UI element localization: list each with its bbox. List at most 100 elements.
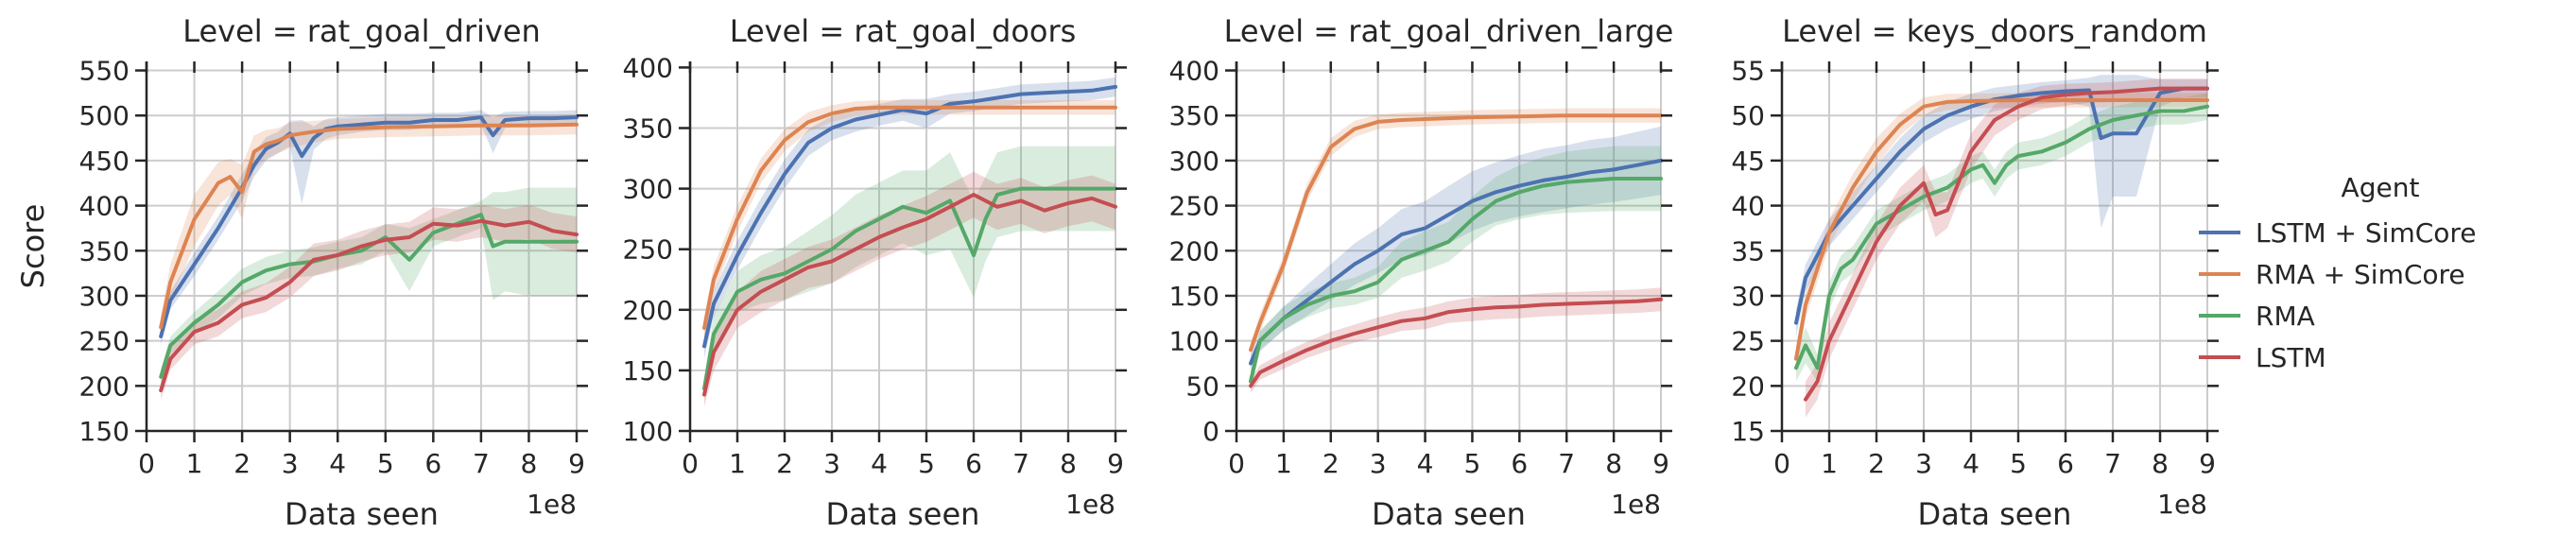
y-tick-label: 400 bbox=[623, 52, 673, 83]
y-tick-label: 300 bbox=[1169, 146, 1219, 177]
confidence-band bbox=[1251, 146, 1661, 391]
facet-panel-2: 0 1 2 3 4 5 6 7 8 9 100 150 200 250 300 350 400 Level = r… bbox=[623, 13, 1127, 532]
y-tick-label: 500 bbox=[79, 100, 130, 131]
x-tick-label: 1 bbox=[1821, 448, 1838, 479]
y-tick-label: 550 bbox=[79, 56, 130, 87]
x-tick-label: 5 bbox=[377, 448, 394, 479]
legend-entry-label: LSTM + SimCore bbox=[2256, 217, 2477, 249]
series-line bbox=[1804, 86, 2209, 402]
x-tick-label: 8 bbox=[521, 448, 538, 479]
x-tick-label: 5 bbox=[918, 448, 935, 479]
x-tick-label: 7 bbox=[2104, 448, 2121, 479]
y-tick-label: 25 bbox=[1731, 326, 1765, 357]
confidence-band bbox=[704, 146, 1115, 401]
series-line bbox=[1794, 98, 2209, 361]
series-line bbox=[702, 186, 1117, 391]
x-tick-label: 3 bbox=[1915, 448, 1932, 479]
y-tick-label: 250 bbox=[1169, 191, 1219, 222]
x-tick-label: 6 bbox=[1511, 448, 1528, 479]
legend-entry-label: RMA bbox=[2256, 301, 2315, 332]
confidence-band bbox=[1796, 93, 2207, 382]
x-tick-label: 2 bbox=[1323, 448, 1340, 479]
y-tick-label: 40 bbox=[1731, 191, 1765, 222]
facet-panel-1: 0 1 2 3 4 5 6 7 8 9 150 200 250 300 350 400 450 500 550 Lev… bbox=[79, 13, 588, 532]
x-tick-label: 9 bbox=[2199, 448, 2216, 479]
x-tick-label: 0 bbox=[1773, 448, 1790, 479]
y-tick-label: 45 bbox=[1731, 146, 1765, 177]
x-tick-label: 5 bbox=[2010, 448, 2027, 479]
y-tick-label: 20 bbox=[1731, 370, 1765, 402]
series-line bbox=[1249, 297, 1663, 388]
confidence-band bbox=[704, 77, 1115, 359]
x-tick-label: 3 bbox=[282, 448, 299, 479]
y-tick-label: 450 bbox=[79, 146, 130, 177]
y-tick-label: 100 bbox=[1169, 326, 1219, 357]
y-tick-label: 150 bbox=[79, 416, 130, 447]
series-line bbox=[1249, 177, 1663, 384]
x-tick-label: 3 bbox=[823, 448, 840, 479]
x-offset-label: 1e8 bbox=[2157, 489, 2207, 520]
y-tick-label: 250 bbox=[79, 326, 130, 357]
confidence-band bbox=[1796, 75, 2207, 336]
x-axis-label: Data seen bbox=[826, 496, 980, 532]
x-tick-label: 6 bbox=[424, 448, 441, 479]
y-tick-label: 100 bbox=[623, 416, 673, 447]
y-tick-label: 50 bbox=[1731, 100, 1765, 131]
confidence-band bbox=[1251, 287, 1661, 393]
y-tick-label: 200 bbox=[623, 295, 673, 326]
legend-title: Agent bbox=[2342, 172, 2420, 203]
y-tick-label: 55 bbox=[1731, 56, 1765, 87]
confidence-band bbox=[704, 171, 1115, 407]
y-tick-label: 15 bbox=[1731, 416, 1765, 447]
x-tick-label: 7 bbox=[1558, 448, 1575, 479]
y-tick-label: 150 bbox=[623, 355, 673, 387]
panel-title: Level = rat_goal_driven_large bbox=[1224, 13, 1674, 49]
y-tick-label: 200 bbox=[1169, 235, 1219, 267]
x-tick-label: 4 bbox=[329, 448, 346, 479]
x-tick-label: 8 bbox=[1060, 448, 1077, 479]
panel-title: Level = rat_goal_doors bbox=[730, 13, 1077, 49]
y-tick-label: 0 bbox=[1202, 416, 1219, 447]
x-tick-label: 0 bbox=[1228, 448, 1245, 479]
x-tick-label: 1 bbox=[186, 448, 203, 479]
x-offset-label: 1e8 bbox=[1611, 489, 1661, 520]
y-tick-label: 35 bbox=[1731, 235, 1765, 267]
y-tick-label: 350 bbox=[623, 113, 673, 145]
series-line bbox=[702, 105, 1117, 330]
y-tick-label: 300 bbox=[623, 174, 673, 205]
x-offset-label: 1e8 bbox=[1065, 489, 1115, 520]
series-line bbox=[159, 122, 579, 330]
series-line bbox=[1249, 113, 1663, 353]
y-tick-label: 400 bbox=[1169, 56, 1219, 87]
confidence-band bbox=[1251, 126, 1661, 372]
series-line bbox=[702, 193, 1117, 397]
x-tick-label: 6 bbox=[965, 448, 982, 479]
series-line bbox=[159, 218, 579, 393]
x-tick-label: 2 bbox=[776, 448, 793, 479]
series-line bbox=[159, 115, 579, 338]
x-axis-label: Data seen bbox=[285, 496, 439, 532]
y-tick-label: 400 bbox=[79, 191, 130, 222]
series-line bbox=[702, 84, 1117, 349]
panel-title: Level = keys_doors_random bbox=[1782, 13, 2207, 49]
x-offset-label: 1e8 bbox=[527, 489, 577, 520]
x-tick-label: 9 bbox=[1652, 448, 1669, 479]
x-tick-label: 0 bbox=[682, 448, 699, 479]
x-tick-label: 1 bbox=[729, 448, 746, 479]
x-tick-label: 8 bbox=[2152, 448, 2169, 479]
y-axis-label: Score bbox=[15, 204, 51, 289]
confidence-band bbox=[161, 187, 577, 387]
y-tick-label: 350 bbox=[1169, 100, 1219, 131]
x-tick-label: 4 bbox=[871, 448, 888, 479]
x-tick-label: 4 bbox=[1962, 448, 1980, 479]
y-tick-label: 250 bbox=[623, 234, 673, 266]
y-tick-label: 300 bbox=[79, 281, 130, 312]
x-axis-label: Data seen bbox=[1918, 496, 2072, 532]
facet-panel-3: 0 1 2 3 4 5 6 7 8 9050100150200250300350400Level … bbox=[1169, 13, 1674, 532]
legend: Agent LSTM + SimCore RMA + SimCore RMA LSTM bbox=[2199, 172, 2477, 373]
x-tick-label: 7 bbox=[473, 448, 490, 479]
panel-title: Level = rat_goal_driven bbox=[182, 13, 541, 49]
